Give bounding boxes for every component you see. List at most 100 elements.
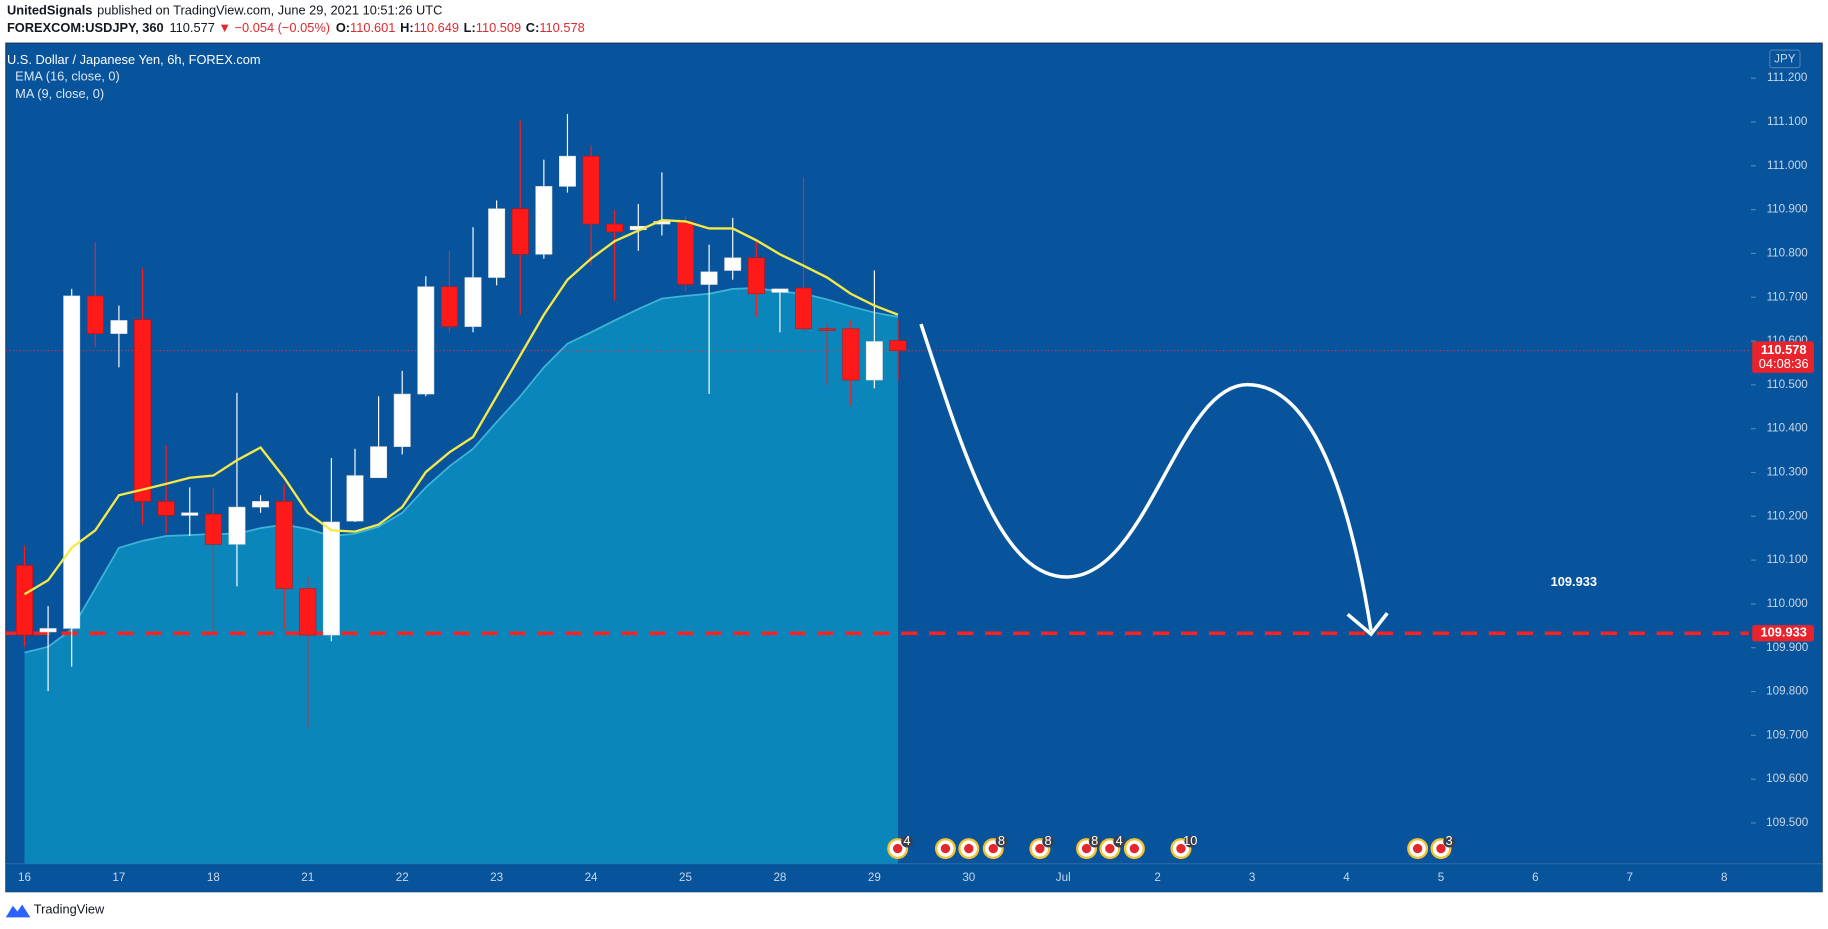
- x-tick-label: 29: [868, 871, 881, 884]
- candle-body: [63, 295, 81, 629]
- header: UnitedSignals published on TradingView.co…: [7, 3, 585, 35]
- last-price: 110.577: [169, 21, 214, 36]
- event-icon-dot: [964, 843, 974, 854]
- candle-body: [370, 446, 388, 479]
- y-tick-label: 109.600: [1766, 772, 1809, 785]
- y-tick-label: 109.700: [1766, 728, 1809, 741]
- high: 110.649: [414, 21, 459, 36]
- candle-body: [842, 328, 860, 381]
- candle-body: [559, 155, 576, 187]
- y-tick-label: 110.900: [1767, 203, 1809, 216]
- forecast-curve: [919, 323, 1373, 631]
- candle-body: [299, 588, 317, 636]
- x-tick-label: 22: [396, 871, 409, 884]
- candle-body: [488, 208, 506, 278]
- event-badge: [995, 835, 1008, 848]
- change: −0.054 (−0.05%): [235, 21, 330, 36]
- y-tick-label: 111.000: [1767, 159, 1808, 172]
- x-tick-label: Jul: [1056, 871, 1071, 884]
- target-label: 109.933: [1761, 625, 1807, 640]
- open: 110.601: [350, 21, 395, 36]
- y-tick-label: 110.500: [1767, 378, 1809, 391]
- x-tick-label: 2: [1154, 871, 1160, 884]
- close: 110.578: [539, 21, 584, 36]
- event-icon-dot: [893, 843, 903, 854]
- symbol: FOREXCOM:USDJPY, 360: [7, 21, 164, 36]
- event-badge: [901, 835, 913, 848]
- event-icon-dot: [1081, 843, 1092, 854]
- candle-body: [606, 223, 624, 233]
- c-label: C:: [526, 21, 540, 36]
- o-label: O:: [336, 21, 350, 36]
- plot: [5, 114, 1823, 892]
- y-tick-label: 109.800: [1766, 685, 1809, 698]
- x-tick-label: 8: [1721, 871, 1727, 884]
- x-tick-label: 7: [1627, 871, 1633, 884]
- event-count: 3: [1446, 833, 1453, 848]
- forecast-arrowhead: [1346, 612, 1389, 637]
- y-tick-label: 110.100: [1767, 553, 1809, 566]
- candle-body: [110, 320, 128, 334]
- candle-body: [346, 475, 364, 522]
- published: published on TradingView.com, June 29, 2…: [97, 3, 442, 18]
- legend-ma: MA (9, close, 0): [15, 86, 104, 101]
- candle-body: [440, 286, 458, 327]
- event-badge: [1113, 835, 1126, 848]
- candle-body: [582, 155, 600, 225]
- h-label: H:: [400, 21, 414, 36]
- y-tick-label: 110.200: [1767, 509, 1809, 522]
- ema-line: [23, 218, 899, 596]
- candle-body: [700, 271, 718, 285]
- candle-body: [464, 277, 482, 327]
- x-tick-label: 25: [679, 871, 692, 884]
- event-count: 10: [1183, 833, 1197, 848]
- x-tick-label: 30: [962, 871, 975, 884]
- event-badge: [1088, 835, 1101, 848]
- candle-body: [535, 186, 553, 255]
- event-icon-dot: [940, 843, 951, 854]
- x-tick-label: 24: [585, 871, 598, 884]
- chart-title: U.S. Dollar / Japanese Yen, 6h, FOREX.co…: [7, 52, 261, 67]
- y-tick-label: 110.300: [1767, 466, 1809, 479]
- x-tick-label: 17: [112, 871, 125, 884]
- x-tick-label: 28: [773, 871, 786, 884]
- candle-body: [795, 287, 812, 330]
- candle-body: [865, 341, 883, 381]
- x-tick-label: 18: [207, 871, 220, 884]
- currency: JPY: [1774, 53, 1796, 66]
- countdown: 04:08:36: [1759, 356, 1809, 371]
- candle-body: [275, 501, 293, 589]
- labels: U.S. Dollar / Japanese Yen, 6h, FOREX.co…: [7, 49, 1815, 884]
- x-tick-label: 4: [1343, 871, 1350, 884]
- event-icon-dot: [988, 843, 998, 854]
- candle-body: [771, 288, 789, 293]
- event-count: 4: [1116, 833, 1123, 848]
- x-tick-label: 16: [18, 871, 31, 884]
- x-tick-label: 21: [301, 871, 314, 884]
- candle-body: [818, 328, 836, 331]
- y-tick-label: 109.900: [1766, 641, 1809, 654]
- x-tick-label: 5: [1438, 871, 1444, 884]
- candle-body: [16, 565, 33, 636]
- l-label: L:: [464, 21, 476, 36]
- y-tick-label: 110.800: [1767, 247, 1809, 260]
- event-count: 8: [1044, 833, 1051, 848]
- y-tick-label: 110.400: [1767, 422, 1809, 435]
- candle-body: [252, 501, 270, 508]
- event-count: 8: [998, 833, 1005, 848]
- y-tick-label: 111.100: [1767, 115, 1808, 128]
- brand: TradingView: [34, 902, 105, 917]
- candle-body: [322, 521, 340, 636]
- candle-body: [677, 221, 694, 285]
- logo: [5, 904, 31, 918]
- candle-body: [724, 257, 742, 271]
- event-icon-dot: [1105, 843, 1115, 854]
- author: UnitedSignals: [7, 3, 92, 18]
- x-tick-label: 23: [490, 871, 503, 884]
- event-badge: [1042, 835, 1054, 848]
- time-axis: [5, 863, 1823, 892]
- event-icon-dot: [1035, 843, 1045, 854]
- down-arrow: ▼: [218, 21, 231, 36]
